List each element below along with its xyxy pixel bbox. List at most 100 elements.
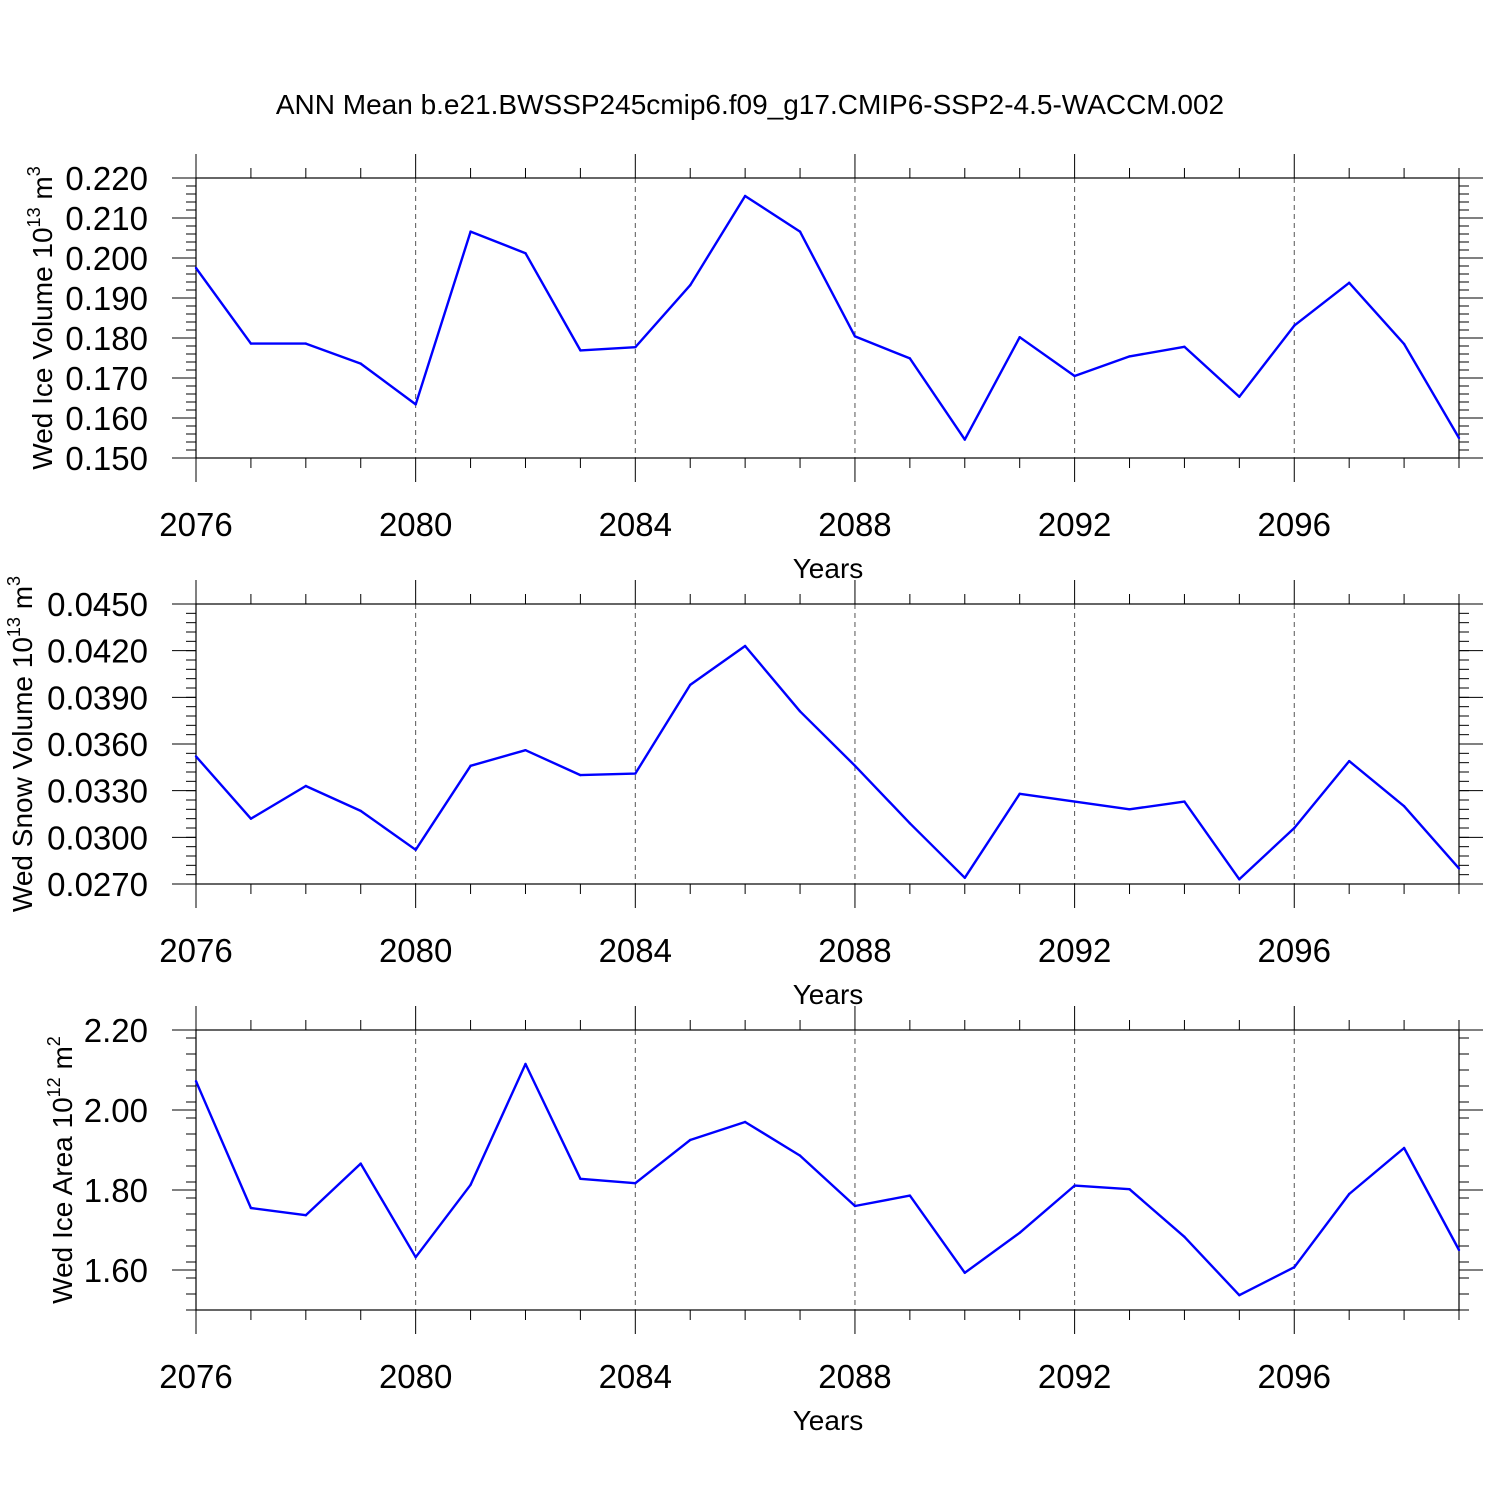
data-point [798,710,802,713]
y-axis-title-unit-exponent: 2 [44,1036,64,1046]
y-axis-title-text: Wed Snow Volume 10 [7,637,38,912]
chart-panel-2: 0.0270 0.0300 0.0330 0.0360 0.0390 0.0420 0.04… [4,576,1483,1010]
y-axis-title-unit-exponent: 3 [4,576,24,586]
data-point [689,1138,692,1142]
data-point [963,438,966,441]
data-point [1402,1146,1406,1150]
x-tick-label: 2080 [379,1358,452,1395]
y-axis-title: Wed Ice Area 1012 m2 [44,1036,78,1304]
y-tick-label: 2.20 [84,1012,148,1049]
data-point [194,1080,198,1083]
data-point [853,764,857,767]
data-series-line [195,644,1460,881]
x-tick-label: 2080 [379,506,452,543]
data-point [1128,808,1131,811]
x-tick-label: 2092 [1038,932,1111,969]
data-point [1457,867,1461,870]
data-point [1457,436,1461,440]
y-tick-label: 0.200 [65,240,148,277]
y-axis-title-unit: m [7,586,38,617]
y-tick-label: 1.80 [84,1172,148,1209]
data-point [304,784,308,788]
data-point [1073,800,1076,803]
data-point [249,342,253,345]
data-point [634,1182,637,1185]
y-axis-title-unit: m [27,176,58,207]
plot-frame [195,603,1460,885]
x-tick-label: 2096 [1258,1358,1331,1395]
data-point [1293,1266,1296,1269]
x-tick-label: 2084 [599,1358,672,1395]
y-tick-label: 0.0360 [47,726,148,763]
data-point [524,1062,527,1066]
data-point [1128,355,1131,358]
data-point [249,1206,253,1210]
data-point [1018,1231,1021,1235]
data-point [963,876,966,879]
data-point [359,809,362,813]
data-point [743,1120,747,1124]
x-axis-title: Years [793,979,864,1010]
data-point [1018,792,1021,795]
y-tick-label: 0.0420 [47,633,148,670]
data-point [1073,1184,1076,1187]
y-tick-label: 0.170 [65,360,148,397]
x-tick-label: 2084 [599,932,672,969]
data-point [853,1204,857,1208]
data-point [469,764,472,767]
data-point [743,194,747,198]
data-point [634,346,637,349]
data-point [1238,395,1241,398]
x-tick-label: 2088 [818,1358,891,1395]
data-point [1457,1248,1461,1252]
y-axis-title: Wed Snow Volume 1013 m3 [4,576,38,912]
data-point [414,403,417,406]
data-point [798,230,802,233]
data-point [1402,342,1406,346]
data-point [798,1154,802,1157]
x-tick-label: 2080 [379,932,452,969]
data-point [579,1177,582,1181]
data-point [1238,1294,1241,1297]
y-tick-label: 1.60 [84,1252,148,1289]
data-point [1183,800,1186,803]
y-axis-title-text: Wed Ice Volume 10 [27,227,58,469]
data-point [1293,324,1296,327]
data-point [579,773,582,777]
data-point [908,1194,912,1197]
y-tick-label: 0.210 [65,200,148,237]
data-point [414,1256,417,1259]
data-point [359,1162,362,1165]
data-point [1073,374,1076,378]
y-tick-label: 0.0270 [47,866,148,903]
data-point [689,284,692,287]
data-point [743,644,747,648]
plot-frame [195,177,1460,459]
y-tick-label: 0.160 [65,400,148,437]
y-axis-title: Wed Ice Volume 1013 m3 [24,166,58,469]
x-tick-label: 2076 [159,932,232,969]
data-point [1347,759,1351,763]
data-point [963,1271,966,1275]
y-tick-label: 0.190 [65,280,148,317]
data-point [579,349,582,352]
data-point [853,335,857,338]
data-point [194,755,198,758]
data-point [1183,345,1186,348]
x-tick-label: 2096 [1258,932,1331,969]
data-point [1293,826,1296,830]
x-axis-title: Years [793,553,864,584]
y-axis-title-unit: m [47,1046,78,1077]
data-point [524,252,527,255]
y-tick-label: 0.0300 [47,819,148,856]
chart-panel-3: 1.60 1.80 2.00 2.20 2076 2080 2084 2088 2092 2096… [44,1006,1483,1436]
y-tick-label: 0.0330 [47,773,148,810]
y-tick-label: 0.0450 [47,586,148,623]
y-tick-label: 0.0390 [47,679,148,716]
data-point [469,230,472,233]
x-tick-label: 2088 [818,932,891,969]
data-point [1018,336,1021,339]
data-point [634,772,637,775]
y-axis-title-exponent: 12 [44,1077,64,1097]
data-point [1402,805,1406,808]
